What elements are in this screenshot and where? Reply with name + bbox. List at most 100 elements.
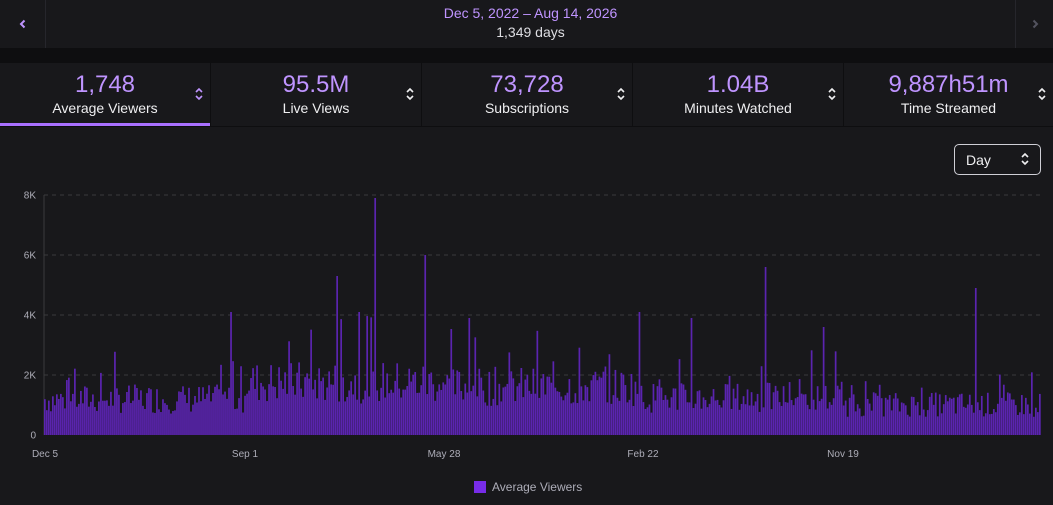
bar[interactable] (864, 381, 867, 435)
bar[interactable] (686, 402, 689, 435)
bar[interactable] (630, 373, 633, 435)
bar[interactable] (608, 354, 611, 435)
bar[interactable] (564, 395, 567, 435)
bar[interactable] (842, 405, 845, 435)
bar[interactable] (186, 403, 188, 435)
bar[interactable] (318, 368, 320, 435)
bar[interactable] (222, 394, 224, 435)
bar[interactable] (916, 402, 919, 435)
bar[interactable] (258, 400, 260, 435)
bar[interactable] (714, 400, 717, 435)
bar[interactable] (226, 398, 228, 435)
bar[interactable] (720, 407, 723, 435)
bar[interactable] (922, 409, 925, 435)
bar[interactable] (506, 383, 509, 435)
bar[interactable] (740, 403, 743, 435)
bar[interactable] (202, 387, 204, 435)
bar[interactable] (324, 399, 326, 435)
bar[interactable] (140, 390, 142, 435)
bar[interactable] (790, 400, 793, 435)
bar[interactable] (610, 403, 613, 435)
bar[interactable] (1006, 392, 1009, 435)
bar[interactable] (952, 397, 955, 435)
bar[interactable] (322, 377, 324, 435)
bar[interactable] (604, 366, 607, 435)
bar[interactable] (984, 413, 987, 435)
bar[interactable] (890, 410, 893, 435)
bar[interactable] (944, 395, 947, 435)
bar[interactable] (894, 393, 897, 435)
bar[interactable] (940, 413, 943, 435)
bar[interactable] (732, 388, 735, 435)
bar[interactable] (524, 379, 527, 435)
bar[interactable] (86, 387, 88, 435)
bar[interactable] (374, 198, 377, 435)
bar[interactable] (122, 403, 124, 435)
bar[interactable] (346, 396, 348, 435)
bar[interactable] (372, 371, 375, 435)
bar[interactable] (314, 379, 316, 435)
bar[interactable] (198, 387, 200, 435)
bar[interactable] (582, 400, 585, 435)
bar[interactable] (360, 403, 363, 435)
bar[interactable] (174, 410, 176, 435)
bar[interactable] (680, 383, 683, 435)
bar[interactable] (282, 388, 284, 435)
bar[interactable] (142, 405, 144, 435)
bar[interactable] (678, 359, 681, 435)
bar[interactable] (828, 402, 831, 435)
bar[interactable] (232, 361, 234, 435)
bar[interactable] (114, 351, 116, 435)
bar[interactable] (882, 416, 885, 435)
bar[interactable] (862, 415, 865, 435)
bar[interactable] (240, 366, 242, 435)
bar[interactable] (476, 396, 479, 435)
bar[interactable] (1004, 400, 1007, 435)
bar[interactable] (472, 385, 475, 435)
bar[interactable] (622, 374, 625, 435)
bar[interactable] (212, 392, 214, 435)
bar[interactable] (938, 394, 941, 435)
bar[interactable] (782, 386, 785, 435)
bar[interactable] (710, 396, 713, 435)
bar[interactable] (342, 377, 344, 435)
bar[interactable] (628, 399, 631, 435)
bar[interactable] (448, 378, 451, 435)
bar[interactable] (934, 392, 937, 435)
bar[interactable] (924, 416, 927, 435)
bar[interactable] (956, 397, 959, 435)
bar[interactable] (892, 398, 895, 435)
bar[interactable] (428, 374, 431, 435)
bar[interactable] (474, 337, 477, 435)
bar[interactable] (846, 416, 849, 435)
bar[interactable] (454, 394, 457, 435)
bar[interactable] (386, 373, 389, 435)
bar[interactable] (1032, 416, 1035, 435)
bar[interactable] (522, 397, 525, 435)
bar[interactable] (972, 412, 975, 435)
bar[interactable] (876, 395, 879, 435)
bar[interactable] (394, 380, 397, 435)
bar[interactable] (526, 374, 529, 435)
bar[interactable] (108, 405, 110, 435)
bar[interactable] (562, 400, 565, 435)
bar[interactable] (836, 385, 839, 435)
bar[interactable] (726, 384, 729, 435)
bar[interactable] (634, 381, 637, 435)
bar[interactable] (592, 375, 595, 435)
bar[interactable] (866, 399, 869, 435)
bar[interactable] (758, 411, 761, 435)
bar[interactable] (390, 389, 393, 435)
bar[interactable] (422, 366, 425, 435)
bar[interactable] (420, 385, 423, 435)
bar[interactable] (982, 416, 985, 435)
bar[interactable] (438, 384, 441, 435)
bar[interactable] (618, 400, 621, 435)
bar[interactable] (90, 401, 92, 435)
bar[interactable] (264, 389, 266, 435)
bar[interactable] (270, 365, 272, 435)
bar[interactable] (586, 387, 589, 435)
bar[interactable] (620, 372, 623, 435)
bar[interactable] (760, 366, 763, 435)
bar[interactable] (548, 376, 551, 435)
